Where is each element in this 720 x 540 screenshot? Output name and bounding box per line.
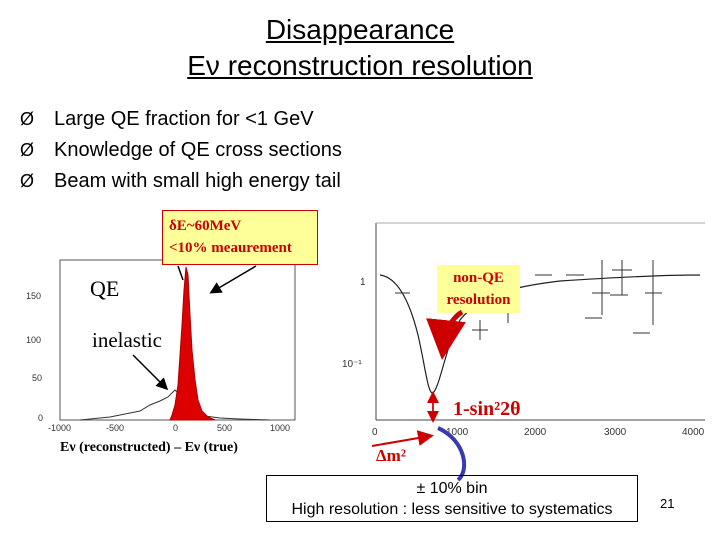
x-tick: 1000 — [270, 423, 290, 433]
x-tick: 500 — [217, 423, 232, 433]
callout-arrow-icon — [177, 265, 184, 281]
bullet-list: Ø Large QE fraction for <1 GeV Ø Knowled… — [20, 104, 342, 197]
x-tick: 2000 — [524, 427, 547, 438]
y-tick: 100 — [26, 335, 41, 345]
x-tick: -1000 — [48, 423, 71, 433]
arrow-bullet-icon: Ø — [20, 140, 35, 160]
bullet-item: Ø Beam with small high energy tail — [20, 166, 342, 197]
bullet-text: Beam with small high energy tail — [54, 170, 341, 192]
y-tick: 0 — [38, 413, 43, 423]
x-tick: -500 — [106, 423, 124, 433]
bullet-text: Large QE fraction for <1 GeV — [54, 108, 314, 130]
histogram-plot: 150 100 50 0 -1000 -500 0 500 1000 — [26, 259, 296, 433]
nonqe-arrow-icon — [426, 309, 466, 360]
bullet-item: Ø Knowledge of QE cross sections — [20, 135, 342, 166]
x-tick: 3000 — [604, 427, 627, 438]
page-title: Disappearance — [265, 14, 455, 45]
resolution-callout: δE~60MeV <10% meaurement — [162, 210, 318, 265]
callout-arrow-icon — [209, 265, 257, 294]
bullet-item: Ø Large QE fraction for <1 GeV — [20, 104, 342, 135]
summary-box: ± 10% bin High resolution : less sensiti… — [266, 475, 638, 522]
x-tick: 1000 — [446, 427, 469, 438]
page-number: 21 — [660, 496, 675, 511]
x-tick: 0 — [173, 423, 178, 433]
summary-line: High resolution : less sensitive to syst… — [291, 501, 613, 518]
inelastic-arrow-icon — [132, 354, 169, 391]
y-tick: 150 — [26, 291, 41, 301]
nonqe-line: non-QE — [453, 270, 504, 286]
y-tick: 50 — [32, 373, 42, 383]
label-qe: QE — [90, 276, 120, 301]
qe-histogram-peak — [169, 266, 216, 421]
y-tick: 1 — [360, 277, 366, 288]
arrow-bullet-icon: Ø — [20, 171, 35, 191]
callout-line: δE~60MeV — [169, 218, 242, 234]
callout-line: <10% meaurement — [169, 240, 292, 256]
x-tick: 4000 — [682, 427, 705, 438]
bullet-text: Knowledge of QE cross sections — [54, 139, 342, 161]
data-points — [395, 260, 662, 340]
label-inelastic: inelastic — [92, 328, 162, 352]
nonqe-resolution-callout: non-QE resolution — [437, 265, 520, 313]
nonqe-line: resolution — [446, 292, 511, 308]
label-sin2theta: 1-sin²2θ — [453, 398, 521, 420]
summary-line: ± 10% bin — [416, 480, 488, 497]
arrow-bullet-icon: Ø — [20, 109, 35, 129]
x-tick: 0 — [372, 427, 378, 438]
bin-arrow-icon — [437, 426, 467, 482]
y-tick: 10⁻¹ — [342, 359, 362, 370]
label-dm2: Δm² — [376, 446, 406, 465]
x-axis-label: Eν (reconstructed) – Eν (true) — [60, 440, 238, 455]
page-subtitle: Eν reconstruction resolution — [187, 50, 533, 81]
dm2-arrow-icon — [371, 430, 434, 447]
